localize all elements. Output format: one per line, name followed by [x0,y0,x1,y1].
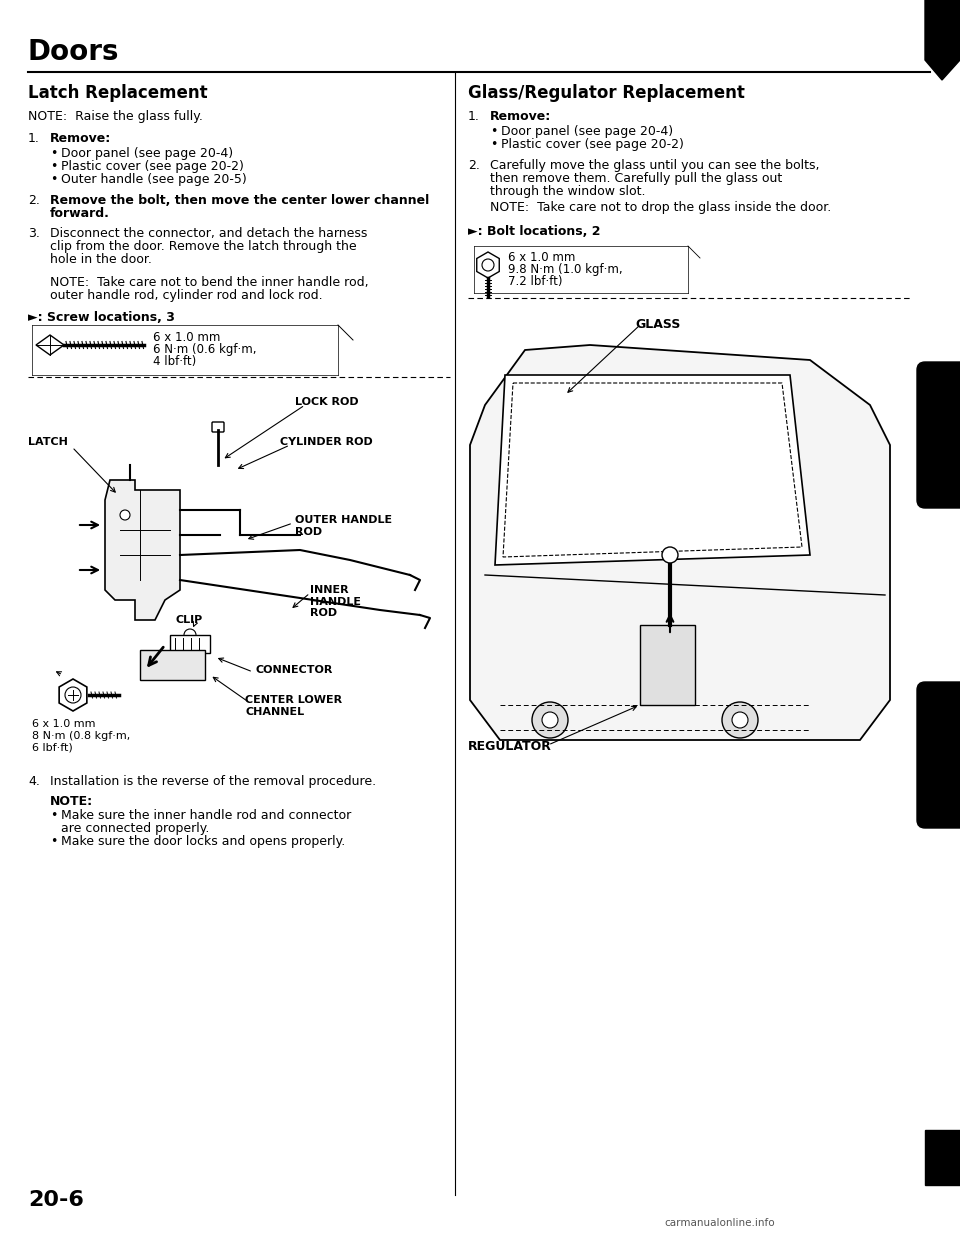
Text: 6 N·m (0.6 kgf·m,: 6 N·m (0.6 kgf·m, [153,343,256,356]
Text: •: • [50,809,58,822]
FancyBboxPatch shape [917,361,960,508]
Text: outer handle rod, cylinder rod and lock rod.: outer handle rod, cylinder rod and lock … [50,289,323,302]
Text: •: • [50,835,58,848]
Text: NOTE:  Take care not to bend the inner handle rod,: NOTE: Take care not to bend the inner ha… [50,276,369,289]
FancyBboxPatch shape [140,650,205,681]
Text: NOTE:  Take care not to drop the glass inside the door.: NOTE: Take care not to drop the glass in… [490,201,831,214]
Text: Plastic cover (see page 20-2): Plastic cover (see page 20-2) [61,160,244,173]
Text: CYLINDER ROD: CYLINDER ROD [280,437,372,447]
Text: LOCK ROD: LOCK ROD [295,397,359,407]
Text: •: • [490,125,497,138]
Text: 6 lbf·ft): 6 lbf·ft) [32,743,73,753]
Polygon shape [925,1130,960,1185]
Text: Door panel (see page 20-4): Door panel (see page 20-4) [501,125,673,138]
Circle shape [532,702,568,738]
Text: 1.: 1. [28,132,40,145]
Polygon shape [477,252,499,278]
Text: CENTER LOWER
CHANNEL: CENTER LOWER CHANNEL [245,696,342,717]
Text: •: • [50,160,58,173]
Text: 7.2 lbf·ft): 7.2 lbf·ft) [508,274,563,288]
Text: 1.: 1. [468,111,480,123]
Text: •: • [490,138,497,152]
FancyBboxPatch shape [170,635,210,653]
Text: 4.: 4. [28,775,40,787]
Text: LATCH: LATCH [28,437,68,447]
Text: 2.: 2. [28,194,40,207]
Text: through the window slot.: through the window slot. [490,185,645,197]
Text: Latch Replacement: Latch Replacement [28,84,207,102]
Text: are connected properly.: are connected properly. [61,822,209,835]
Circle shape [120,510,130,520]
FancyBboxPatch shape [640,625,695,705]
Text: INNER
HANDLE
ROD: INNER HANDLE ROD [310,585,361,619]
Circle shape [732,712,748,728]
Text: Plastic cover (see page 20-2): Plastic cover (see page 20-2) [501,138,684,152]
Text: CONNECTOR: CONNECTOR [255,664,332,674]
Text: Outer handle (see page 20-5): Outer handle (see page 20-5) [61,173,247,186]
Circle shape [662,546,678,563]
Circle shape [482,260,494,271]
Text: CLIP: CLIP [175,615,203,625]
Circle shape [542,712,558,728]
Circle shape [184,628,196,641]
Text: ►: Screw locations, 3: ►: Screw locations, 3 [28,310,175,324]
Text: Remove:: Remove: [490,111,551,123]
Polygon shape [36,335,64,355]
Circle shape [65,687,81,703]
Text: Make sure the inner handle rod and connector: Make sure the inner handle rod and conne… [61,809,351,822]
Polygon shape [105,479,180,620]
Polygon shape [60,679,86,710]
Text: then remove them. Carefully pull the glass out: then remove them. Carefully pull the gla… [490,171,782,185]
Text: 9.8 N·m (1.0 kgf·m,: 9.8 N·m (1.0 kgf·m, [508,263,623,276]
Text: Make sure the door locks and opens properly.: Make sure the door locks and opens prope… [61,835,346,848]
Text: GLASS: GLASS [635,318,681,332]
Text: 20-6: 20-6 [28,1190,84,1210]
Polygon shape [495,375,810,565]
Text: Glass/Regulator Replacement: Glass/Regulator Replacement [468,84,745,102]
Circle shape [722,702,758,738]
Text: OUTER HANDLE
ROD: OUTER HANDLE ROD [295,515,392,537]
Text: ►: Bolt locations, 2: ►: Bolt locations, 2 [468,225,601,238]
Text: 2.: 2. [468,159,480,171]
Polygon shape [470,345,890,740]
Text: forward.: forward. [50,207,109,220]
Text: Door panel (see page 20-4): Door panel (see page 20-4) [61,147,233,160]
Text: clip from the door. Remove the latch through the: clip from the door. Remove the latch thr… [50,240,356,253]
FancyBboxPatch shape [212,422,224,432]
Text: 8 N·m (0.8 kgf·m,: 8 N·m (0.8 kgf·m, [32,732,131,741]
Polygon shape [925,0,960,79]
Text: 6 x 1.0 mm: 6 x 1.0 mm [508,251,575,265]
Text: Doors: Doors [28,39,119,66]
Text: carmanualonline.info: carmanualonline.info [664,1218,776,1228]
Text: Remove:: Remove: [50,132,111,145]
Text: 3.: 3. [28,227,40,240]
Text: hole in the door.: hole in the door. [50,253,152,266]
Text: Disconnect the connector, and detach the harness: Disconnect the connector, and detach the… [50,227,368,240]
Text: Installation is the reverse of the removal procedure.: Installation is the reverse of the remov… [50,775,376,787]
Text: NOTE:  Raise the glass fully.: NOTE: Raise the glass fully. [28,111,203,123]
Text: Carefully move the glass until you can see the bolts,: Carefully move the glass until you can s… [490,159,820,171]
Text: Remove the bolt, then move the center lower channel: Remove the bolt, then move the center lo… [50,194,429,207]
Text: 4 lbf·ft): 4 lbf·ft) [153,355,196,368]
Text: NOTE:: NOTE: [50,795,93,809]
FancyBboxPatch shape [917,682,960,828]
Text: •: • [50,173,58,186]
Text: 6 x 1.0 mm: 6 x 1.0 mm [32,719,95,729]
Text: REGULATOR: REGULATOR [468,740,552,753]
Text: 6 x 1.0 mm: 6 x 1.0 mm [153,332,221,344]
Text: •: • [50,147,58,160]
